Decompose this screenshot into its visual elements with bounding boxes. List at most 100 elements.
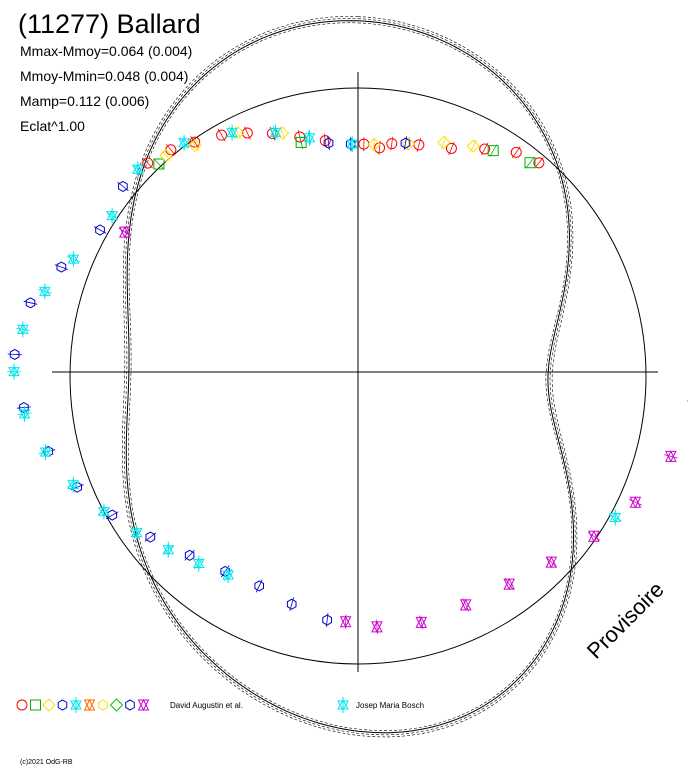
- data-points: [6, 124, 688, 634]
- legend: [16, 697, 349, 713]
- star-triangle-marker: [415, 616, 428, 629]
- star-triangle-marker: [83, 698, 96, 712]
- asterisk-marker: [70, 697, 82, 713]
- asterisk-marker: [609, 509, 622, 526]
- error-bar: [489, 144, 498, 157]
- circle-marker: [216, 129, 228, 141]
- hexagon-marker: [345, 138, 356, 150]
- asterisk-marker: [39, 444, 52, 461]
- square-marker: [153, 158, 165, 170]
- asterisk-marker: [346, 136, 359, 153]
- hexagon-marker: [220, 565, 231, 577]
- circle-marker: [374, 142, 386, 154]
- chart-title: (11277) Ballard: [18, 9, 201, 39]
- error-bar: [153, 158, 164, 170]
- circle-marker: [16, 699, 28, 711]
- hexagon-marker: [95, 224, 105, 236]
- fit-curve-band: [128, 22, 573, 731]
- diamond-marker: [466, 139, 481, 153]
- asterisk-marker: [67, 476, 80, 493]
- hexagon-marker: [286, 598, 297, 610]
- error-bar: [373, 137, 375, 152]
- fit-curve-band: [122, 16, 578, 738]
- asterisk-marker: [8, 363, 20, 380]
- legend-label-bosch: Josep Maria Bosch: [356, 701, 424, 710]
- error-bar: [504, 578, 514, 590]
- hexagon-marker: [25, 297, 36, 309]
- square-marker: [295, 136, 307, 148]
- diamond-marker: [437, 135, 451, 150]
- asterisk-marker: [67, 251, 80, 268]
- diamond-marker: [401, 137, 416, 151]
- asterisk-marker: [192, 555, 205, 572]
- error-bar: [663, 454, 678, 459]
- stat-line-mamp: Mamp=0.112 (0.006): [20, 93, 149, 109]
- asterisk-marker: [130, 524, 143, 541]
- error-bar: [628, 499, 642, 506]
- hexagon-marker: [323, 137, 334, 149]
- hexagon-marker: [9, 348, 20, 360]
- copyright: (c)2021 OdG-RB: [20, 759, 73, 766]
- diamond-marker: [42, 698, 56, 712]
- star-triangle-marker: [588, 530, 600, 543]
- asterisk-marker: [226, 124, 238, 141]
- stat-line-mmax-mmoy: Mmax-Mmoy=0.064 (0.004): [20, 43, 192, 59]
- diamond-marker: [159, 148, 173, 163]
- hexagon-marker: [107, 509, 118, 521]
- hexagon-marker: [125, 699, 135, 711]
- fit-curves: [122, 16, 578, 738]
- square-marker: [524, 157, 536, 169]
- diamond-marker: [109, 698, 124, 712]
- error-bar: [546, 557, 557, 568]
- fit-curve: [125, 20, 575, 734]
- fit-curve-band: [124, 18, 576, 736]
- circle-marker: [241, 127, 253, 139]
- asterisk-marker: [269, 124, 282, 141]
- circle-marker: [479, 143, 491, 155]
- hexagon-marker: [184, 549, 195, 561]
- asterisk-marker: [178, 134, 190, 151]
- hexagon-marker: [56, 261, 67, 273]
- hexagon-marker: [254, 580, 264, 592]
- circle-marker: [533, 157, 545, 169]
- asterisk-marker: [132, 161, 144, 178]
- star-triangle-marker: [629, 496, 642, 509]
- star-triangle-marker: [339, 615, 352, 628]
- stat-line-mmoy-mmin: Mmoy-Mmin=0.048 (0.004): [20, 68, 188, 84]
- star-triangle-marker: [371, 620, 383, 634]
- error-bar: [462, 598, 470, 612]
- star-triangle-marker: [137, 698, 150, 712]
- asterisk-marker: [222, 566, 235, 583]
- circle-marker: [510, 146, 522, 158]
- error-bar: [525, 157, 535, 169]
- stat-line-eclat: Eclat^1.00: [20, 118, 85, 134]
- circle-marker: [189, 136, 201, 148]
- diamond-marker: [367, 137, 381, 152]
- asterisk-marker: [303, 129, 316, 146]
- hexagon-marker: [19, 402, 29, 414]
- star-triangle-marker: [665, 450, 677, 463]
- star-triangle-marker: [545, 556, 558, 569]
- star-triangle-marker: [119, 225, 131, 239]
- asterisk-marker: [162, 541, 175, 558]
- asterisk-marker: [106, 207, 118, 224]
- circle-marker: [386, 138, 398, 150]
- asterisk-marker: [38, 283, 51, 300]
- hexagon-marker: [57, 699, 68, 711]
- circle-marker: [445, 142, 457, 154]
- diamond-marker: [188, 138, 202, 153]
- hexagon-marker: [118, 180, 128, 192]
- hexagon-marker: [400, 137, 411, 149]
- hexagon-marker: [98, 699, 108, 711]
- asterisk-marker: [16, 321, 29, 338]
- asterisk-marker: [98, 503, 110, 520]
- hexagon-marker: [322, 614, 332, 626]
- hexagon-marker: [145, 531, 156, 543]
- square-marker: [487, 145, 499, 157]
- star-triangle-marker: [503, 577, 515, 591]
- star-triangle-marker: [459, 598, 472, 612]
- reference-circle: [69, 87, 647, 665]
- legend-label-augustin: David Augustin et al.: [170, 701, 243, 710]
